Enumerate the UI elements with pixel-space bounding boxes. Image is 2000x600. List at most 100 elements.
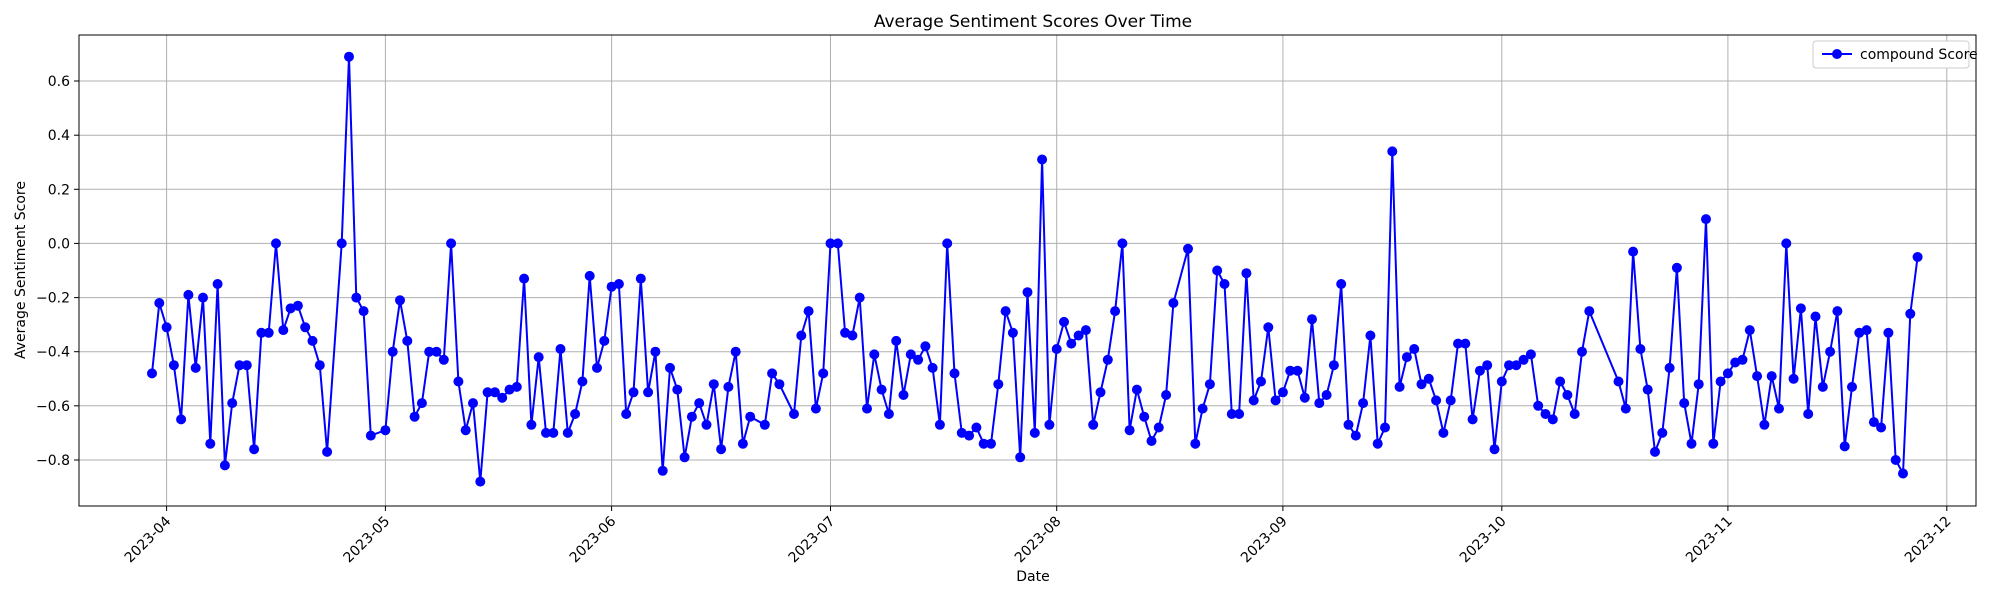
data-point <box>1445 395 1456 406</box>
data-point <box>1226 409 1237 419</box>
data-point <box>446 238 457 249</box>
data-point <box>1781 238 1792 249</box>
data-point <box>1409 344 1420 354</box>
data-point <box>1117 238 1128 249</box>
data-point <box>344 51 354 62</box>
data-point <box>1212 265 1223 276</box>
data-point <box>1555 376 1566 387</box>
data-point <box>1336 279 1347 289</box>
data-point <box>336 238 347 249</box>
data-point <box>570 409 581 419</box>
data-point <box>1358 398 1369 409</box>
data-point <box>263 327 274 338</box>
data-point <box>161 322 172 333</box>
data-point <box>1299 392 1310 403</box>
data-point <box>1270 395 1281 406</box>
data-point <box>672 384 683 395</box>
data-point <box>1007 327 1018 338</box>
data-point <box>438 354 449 365</box>
data-point <box>475 476 486 487</box>
data-point <box>1642 384 1653 395</box>
data-point <box>147 368 157 379</box>
data-point <box>1197 403 1208 414</box>
data-point <box>468 398 478 409</box>
data-point <box>1825 346 1836 357</box>
data-point <box>1810 311 1821 322</box>
data-point <box>1759 419 1770 430</box>
data-point <box>1496 376 1507 387</box>
data-point <box>1059 316 1069 327</box>
data-point <box>1562 390 1573 400</box>
data-point <box>635 273 646 284</box>
data-point <box>1744 325 1755 336</box>
data-point <box>1511 360 1522 371</box>
data-point <box>1708 438 1719 449</box>
data-point <box>1328 360 1339 371</box>
data-point <box>271 238 281 249</box>
data-point <box>1489 444 1500 455</box>
data-point <box>650 346 661 357</box>
data-point <box>1080 325 1091 336</box>
data-point <box>176 414 187 425</box>
data-point <box>1912 252 1923 262</box>
data-point <box>1073 330 1084 341</box>
data-point <box>1124 425 1135 436</box>
data-point <box>1474 365 1485 376</box>
data-point <box>862 403 872 414</box>
data-point <box>1372 438 1383 449</box>
data-point <box>307 335 318 346</box>
data-point <box>555 344 566 354</box>
data-point <box>460 425 471 436</box>
data-point <box>891 335 902 346</box>
data-point <box>395 295 405 306</box>
data-point <box>577 376 588 387</box>
data-point <box>971 422 982 433</box>
data-point <box>526 419 537 430</box>
data-point <box>723 381 734 392</box>
data-point <box>686 411 697 422</box>
data-point <box>847 330 858 341</box>
data-point <box>387 346 398 357</box>
data-point <box>351 292 362 303</box>
data-point <box>745 411 756 422</box>
data-point <box>1460 338 1471 349</box>
data-point <box>869 349 880 360</box>
data-point <box>234 360 245 371</box>
data-point <box>1350 430 1361 441</box>
data-point <box>730 346 741 357</box>
data-point <box>1168 298 1179 308</box>
data-point <box>1628 246 1639 257</box>
data-point <box>934 419 945 430</box>
data-point <box>767 368 778 379</box>
data-point <box>489 387 500 398</box>
data-point <box>1438 427 1449 438</box>
legend-box <box>1812 40 1970 69</box>
data-point <box>1190 438 1201 449</box>
data-point <box>1657 427 1668 438</box>
y-axis-label: Average Sentiment Score <box>13 181 29 359</box>
data-point <box>1051 344 1062 354</box>
data-point <box>1701 214 1711 225</box>
data-point <box>1766 371 1777 382</box>
y-tick-label: 0.2 <box>48 182 70 198</box>
data-point <box>1467 414 1478 425</box>
data-point <box>949 368 960 379</box>
data-point <box>1737 354 1748 365</box>
data-point <box>1139 411 1150 422</box>
data-point <box>1234 409 1245 419</box>
data-point <box>358 306 369 317</box>
data-point <box>942 238 953 249</box>
data-point <box>533 352 544 363</box>
data-point <box>424 346 435 357</box>
data-point <box>1285 365 1296 376</box>
data-point <box>249 444 260 455</box>
data-point <box>665 362 675 373</box>
data-point <box>1380 422 1390 433</box>
data-point <box>314 360 325 371</box>
data-point <box>1102 354 1113 365</box>
data-point <box>986 438 996 449</box>
data-point <box>913 354 924 365</box>
data-point <box>365 430 376 441</box>
data-point <box>409 411 420 422</box>
